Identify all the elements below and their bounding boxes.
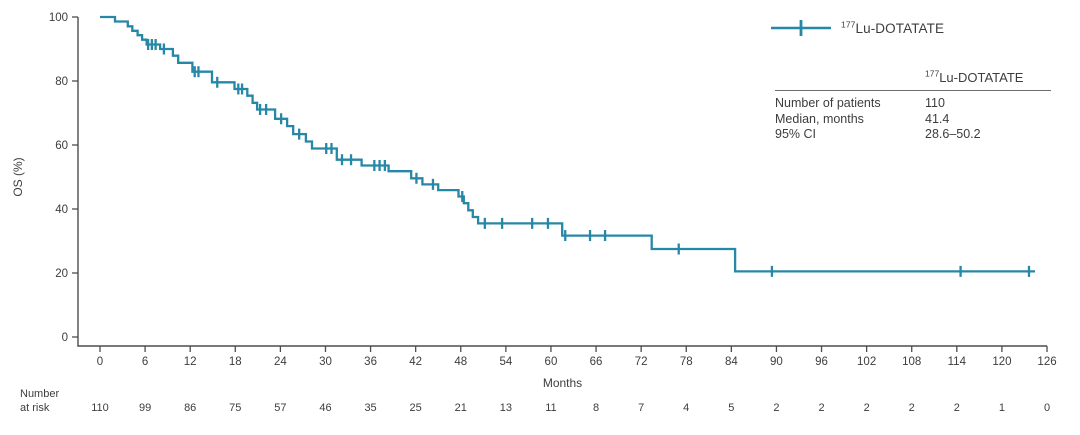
x-tick-label: 102 (857, 356, 876, 368)
x-tick-label: 90 (770, 356, 783, 368)
y-tick-label: 60 (55, 140, 68, 152)
risk-value: 35 (364, 402, 376, 414)
x-tick-label: 54 (499, 356, 512, 368)
x-tick-label: 30 (319, 356, 332, 368)
x-tick-label: 42 (409, 356, 422, 368)
x-axis-title: Months (543, 376, 582, 390)
x-tick-label: 108 (902, 356, 921, 368)
x-tick-label: 84 (725, 356, 738, 368)
risk-value: 2 (818, 402, 824, 414)
x-tick-label: 48 (454, 356, 467, 368)
x-tick-label: 6 (142, 356, 148, 368)
risk-value: 46 (319, 402, 331, 414)
risk-value: 25 (410, 402, 422, 414)
legend-isotope: 177 (841, 19, 856, 29)
legend-series-name: Lu-DOTATATE (855, 20, 945, 36)
stats-value: 28.6–50.2 (925, 127, 981, 141)
x-tick-label: 78 (680, 356, 693, 368)
x-tick-label: 36 (364, 356, 377, 368)
x-tick-label: 72 (635, 356, 648, 368)
x-tick-label: 66 (590, 356, 603, 368)
legend: 177Lu-DOTATATE (770, 17, 944, 39)
stats-label: Number of patients (775, 96, 881, 110)
stats-table-rule (775, 90, 1051, 91)
risk-value: 2 (954, 402, 960, 414)
x-tick-label: 18 (229, 356, 242, 368)
km-curve (100, 15, 1035, 273)
risk-value: 0 (1044, 402, 1050, 414)
risk-value: 7 (638, 402, 644, 414)
y-tick-label: 100 (49, 12, 68, 24)
risk-value: 86 (184, 402, 196, 414)
stats-header-name: Lu-DOTATATE (939, 70, 1024, 85)
y-tick-label: 40 (55, 204, 68, 216)
x-tick-label: 126 (1037, 356, 1056, 368)
risk-value: 21 (455, 402, 467, 414)
y-tick-label: 80 (55, 76, 68, 88)
stats-row-median: Median, months 41.4 (775, 112, 1051, 128)
y-tick-label: 0 (62, 332, 68, 344)
x-tick-label: 12 (184, 356, 197, 368)
stats-label: Median, months (775, 111, 864, 126)
stats-table: 177Lu-DOTATATE Number of patients 110 Me… (775, 68, 1051, 143)
legend-label: 177Lu-DOTATATE (841, 19, 945, 36)
risk-value: 1 (999, 402, 1005, 414)
stats-row-ci: 95% CI 28.6–50.2 (775, 127, 1051, 143)
risk-value: 110 (91, 402, 109, 414)
risk-value: 75 (229, 402, 241, 414)
stats-table-header: 177Lu-DOTATATE (925, 68, 1051, 90)
risk-value: 5 (728, 402, 734, 414)
risk-value: 13 (500, 402, 512, 414)
risk-value: 2 (864, 402, 870, 414)
risk-value: 99 (139, 402, 151, 414)
risk-label-line2: at risk (20, 402, 50, 414)
stats-row-patients: Number of patients 110 (775, 96, 1051, 112)
x-tick-label: 120 (992, 356, 1011, 368)
risk-label-line1: Number (20, 388, 59, 400)
risk-value: 8 (593, 402, 599, 414)
x-tick-label: 0 (97, 356, 103, 368)
risk-value: 2 (773, 402, 779, 414)
y-tick-label: 20 (55, 268, 68, 280)
x-tick-label: 96 (815, 356, 828, 368)
y-axis-title: OS (%) (11, 157, 25, 196)
x-tick-label: 60 (545, 356, 558, 368)
risk-value: 2 (909, 402, 915, 414)
risk-value: 57 (274, 402, 286, 414)
stats-label: 95% CI (775, 127, 816, 141)
stats-value: 41.4 (925, 111, 950, 126)
risk-value: 11 (545, 402, 556, 414)
stats-header-isotope: 177 (925, 68, 940, 79)
risk-value: 4 (683, 402, 689, 414)
legend-line-censor-icon (771, 20, 831, 36)
stats-value: 110 (925, 96, 945, 110)
x-tick-label: 114 (948, 356, 967, 368)
x-tick-label: 24 (274, 356, 287, 368)
